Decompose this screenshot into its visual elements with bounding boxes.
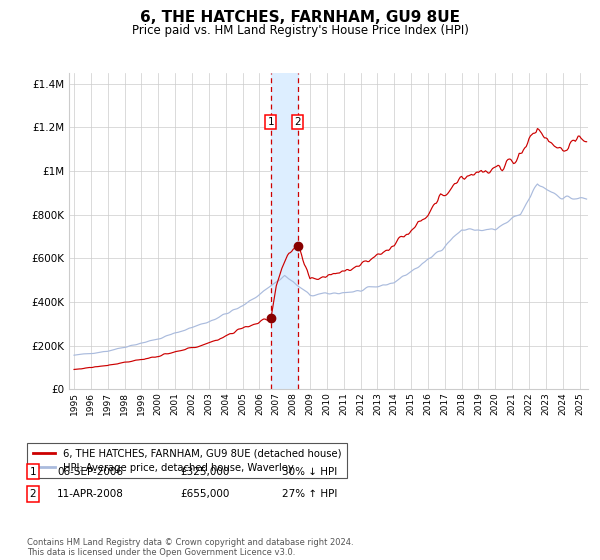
Bar bbox=[271, 73, 298, 389]
Text: £325,000: £325,000 bbox=[180, 466, 229, 477]
Text: Contains HM Land Registry data © Crown copyright and database right 2024.
This d: Contains HM Land Registry data © Crown c… bbox=[27, 538, 353, 557]
Text: 2: 2 bbox=[29, 489, 37, 499]
Text: 30% ↓ HPI: 30% ↓ HPI bbox=[282, 466, 337, 477]
Text: 1: 1 bbox=[29, 466, 37, 477]
Text: 1: 1 bbox=[268, 117, 274, 127]
Text: Price paid vs. HM Land Registry's House Price Index (HPI): Price paid vs. HM Land Registry's House … bbox=[131, 24, 469, 37]
Text: 11-APR-2008: 11-APR-2008 bbox=[57, 489, 124, 499]
Text: 06-SEP-2006: 06-SEP-2006 bbox=[57, 466, 123, 477]
Text: 6, THE HATCHES, FARNHAM, GU9 8UE: 6, THE HATCHES, FARNHAM, GU9 8UE bbox=[140, 10, 460, 25]
Text: 27% ↑ HPI: 27% ↑ HPI bbox=[282, 489, 337, 499]
Text: 2: 2 bbox=[295, 117, 301, 127]
Text: £655,000: £655,000 bbox=[180, 489, 229, 499]
Legend: 6, THE HATCHES, FARNHAM, GU9 8UE (detached house), HPI: Average price, detached : 6, THE HATCHES, FARNHAM, GU9 8UE (detach… bbox=[27, 444, 347, 478]
